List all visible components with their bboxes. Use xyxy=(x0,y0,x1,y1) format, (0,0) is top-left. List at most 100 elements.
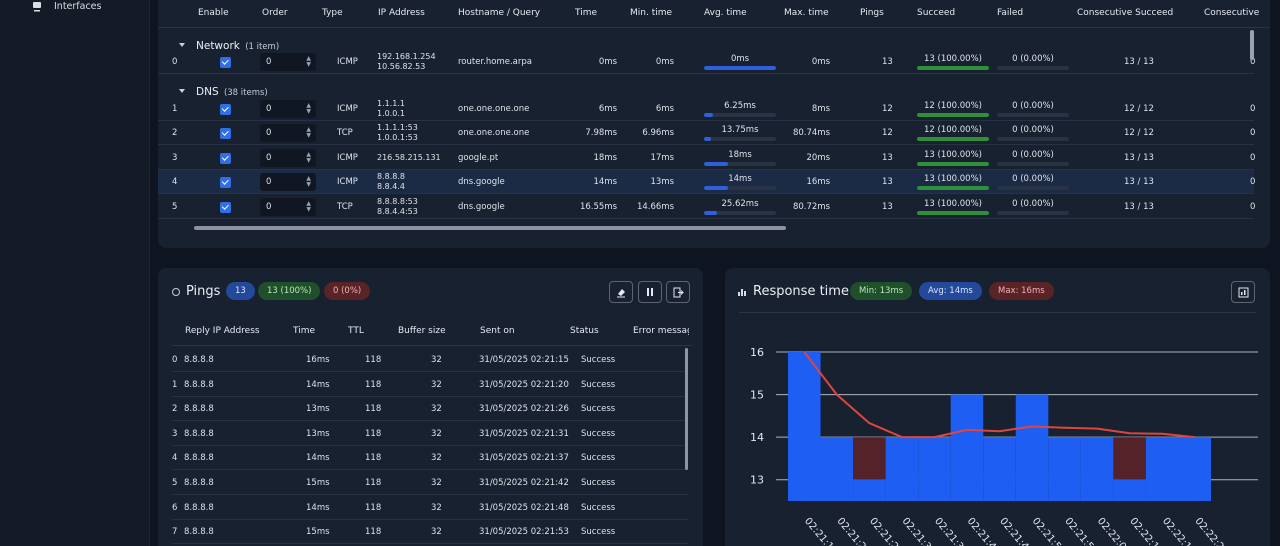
host-row[interactable]: 2 0 ▲ ▼ TCP 1.1.1.1:53 1.0.0.1:53 one.one.o… xyxy=(158,121,1255,145)
col-type[interactable]: Type xyxy=(322,8,343,18)
ping-row[interactable]: 1 8.8.8.8 14ms 118 32 31/05/2025 02:21:2… xyxy=(172,372,688,397)
host-row[interactable]: 5 0 ▲ ▼ TCP 8.8.8.8:53 8.8.4.4:53 dns.googl… xyxy=(158,195,1255,219)
col-pings[interactable]: Pings xyxy=(860,8,884,18)
ping-row[interactable]: 2 8.8.8.8 13ms 118 32 31/05/2025 02:21:2… xyxy=(172,396,688,422)
col-max-time[interactable]: Max. time xyxy=(784,8,829,18)
enable-checkbox[interactable] xyxy=(220,103,231,115)
stepper-arrows-icon[interactable]: ▲ ▼ xyxy=(306,102,311,115)
order-input[interactable]: 0 ▲ ▼ xyxy=(260,53,316,71)
vertical-scrollbar[interactable] xyxy=(1250,30,1254,60)
buffer-value: 32 xyxy=(431,355,442,365)
group-row-network[interactable]: Network (1 item) xyxy=(158,35,1270,55)
hosts-panel: Enable Order Type IP Address Hostname / … xyxy=(158,0,1270,248)
eraser-icon xyxy=(616,288,625,297)
ping-row[interactable]: 7 8.8.8.8 15ms 118 32 31/05/2025 02:21:5… xyxy=(172,519,688,545)
col-ttl[interactable]: TTL xyxy=(348,326,364,336)
min-time-value: 14.66ms xyxy=(636,202,674,212)
col-ip[interactable]: IP Address xyxy=(378,8,425,18)
time-value: 16.55ms xyxy=(579,202,617,212)
order-input[interactable]: 0 ▲ ▼ xyxy=(260,173,316,191)
x-tick-label: 02:21:42 xyxy=(965,516,1002,546)
consecutive-value: 0 xyxy=(1250,177,1256,187)
col-buffer[interactable]: Buffer size xyxy=(398,326,446,336)
bar xyxy=(1048,437,1081,501)
bar xyxy=(853,479,886,501)
caret-down-icon[interactable] xyxy=(179,43,185,47)
col-failed[interactable]: Failed xyxy=(997,8,1024,18)
ip-primary: 1.1.1.1:53 xyxy=(377,123,418,132)
row-index: 3 xyxy=(172,428,178,439)
pause-button[interactable] xyxy=(638,281,662,303)
horizontal-scrollbar[interactable] xyxy=(194,226,786,230)
order-input[interactable]: 0 ▲ ▼ xyxy=(260,149,316,167)
enable-checkbox[interactable] xyxy=(220,176,231,188)
pings-scrollbar[interactable] xyxy=(685,348,688,470)
col-error[interactable]: Error messag xyxy=(633,326,689,336)
bar xyxy=(1113,479,1146,501)
sidebar-item-interfaces[interactable]: Interfaces xyxy=(32,1,101,12)
chart-options-button[interactable] xyxy=(1231,281,1255,303)
caret-down-icon[interactable] xyxy=(179,89,185,93)
host-row[interactable]: 3 0 ▲ ▼ ICMP 216.58.215.131 google.pt 18ms… xyxy=(158,146,1255,170)
sent-on-value: 31/05/2025 02:21:20 xyxy=(479,379,569,390)
enable-checkbox[interactable] xyxy=(220,127,231,139)
order-input[interactable]: 0 ▲ ▼ xyxy=(260,100,316,118)
row-index: 4 xyxy=(172,453,178,464)
status-value: Success xyxy=(581,478,616,488)
ping-row[interactable]: 3 8.8.8.8 13ms 118 32 31/05/2025 02:21:3… xyxy=(172,421,688,446)
succeed-fill xyxy=(917,211,989,215)
enable-checkbox[interactable] xyxy=(220,56,231,68)
min-badge: Min: 13ms xyxy=(850,282,913,300)
ping-row[interactable]: 5 8.8.8.8 15ms 118 32 31/05/2025 02:21:4… xyxy=(172,470,688,495)
buffer-value: 32 xyxy=(431,478,442,488)
col-sent-on[interactable]: Sent on xyxy=(480,326,515,336)
pings-icon xyxy=(172,288,180,296)
col-time[interactable]: Time xyxy=(293,326,316,336)
bar xyxy=(918,437,951,501)
type-value: TCP xyxy=(337,202,353,212)
time-value: 13ms xyxy=(306,404,330,415)
col-enable[interactable]: Enable xyxy=(198,8,229,18)
host-row[interactable]: 1 0 ▲ ▼ ICMP 1.1.1.1 1.0.0.1 one.one.one.on… xyxy=(158,97,1255,121)
col-order[interactable]: Order xyxy=(262,8,288,18)
order-input[interactable]: 0 ▲ ▼ xyxy=(260,124,316,142)
ttl-value: 118 xyxy=(365,404,382,415)
sent-on-value: 31/05/2025 02:21:53 xyxy=(479,527,569,538)
avg-time-bar: 6.25ms xyxy=(704,98,776,120)
ping-row[interactable]: 0 8.8.8.8 16ms 118 32 31/05/2025 02:21:1… xyxy=(172,347,688,372)
consec-value: 13 / 13 xyxy=(1124,177,1154,187)
ping-row[interactable]: 6 8.8.8.8 14ms 118 32 31/05/2025 02:21:4… xyxy=(172,495,688,520)
col-status[interactable]: Status xyxy=(570,326,599,336)
succeed-value: 13 (100.00%) xyxy=(924,150,982,160)
stepper-arrows-icon[interactable]: ▲ ▼ xyxy=(306,126,311,139)
row-index: 1 xyxy=(172,379,178,390)
col-succeed[interactable]: Succeed xyxy=(917,8,956,18)
clear-button[interactable] xyxy=(609,281,633,303)
host-row[interactable]: 0 0 ▲ ▼ ICMP 192.168.1.254 10.56.82.53 rout… xyxy=(158,50,1255,74)
col-consec-succeed[interactable]: Consecutive Succeed xyxy=(1077,8,1174,18)
host-row[interactable]: 4 0 ▲ ▼ ICMP 8.8.8.8 8.8.4.4 dns.google 14m… xyxy=(158,170,1256,194)
col-hostname[interactable]: Hostname / Query xyxy=(458,8,541,18)
col-consecutive[interactable]: Consecutive xyxy=(1204,8,1260,18)
export-button[interactable] xyxy=(666,281,690,303)
stepper-arrows-icon[interactable]: ▲ ▼ xyxy=(306,175,311,188)
stepper-arrows-icon[interactable]: ▲ ▼ xyxy=(306,151,311,164)
col-min-time[interactable]: Min. time xyxy=(630,8,673,18)
col-time[interactable]: Time xyxy=(575,8,598,18)
stepper-arrows-icon[interactable]: ▲ ▼ xyxy=(306,200,311,213)
consec-value: 13 / 13 xyxy=(1124,202,1154,212)
time-value: 15ms xyxy=(306,527,330,538)
col-reply-ip[interactable]: Reply IP Address xyxy=(185,326,260,336)
row-index: 5 xyxy=(172,478,178,488)
enable-checkbox[interactable] xyxy=(220,152,231,164)
group-row-dns[interactable]: DNS (38 items) xyxy=(158,81,1270,101)
stepper-arrows-icon[interactable]: ▲ ▼ xyxy=(306,55,311,68)
response-time-title: Response time xyxy=(753,284,849,299)
group-name: DNS xyxy=(196,86,219,98)
enable-checkbox[interactable] xyxy=(220,201,231,213)
order-input[interactable]: 0 ▲ ▼ xyxy=(260,198,316,216)
ping-row[interactable]: 4 8.8.8.8 14ms 118 32 31/05/2025 02:21:3… xyxy=(172,445,688,471)
buffer-value: 32 xyxy=(431,428,442,439)
col-avg-time[interactable]: Avg. time xyxy=(704,8,747,18)
sent-on-value: 31/05/2025 02:21:42 xyxy=(479,478,569,488)
